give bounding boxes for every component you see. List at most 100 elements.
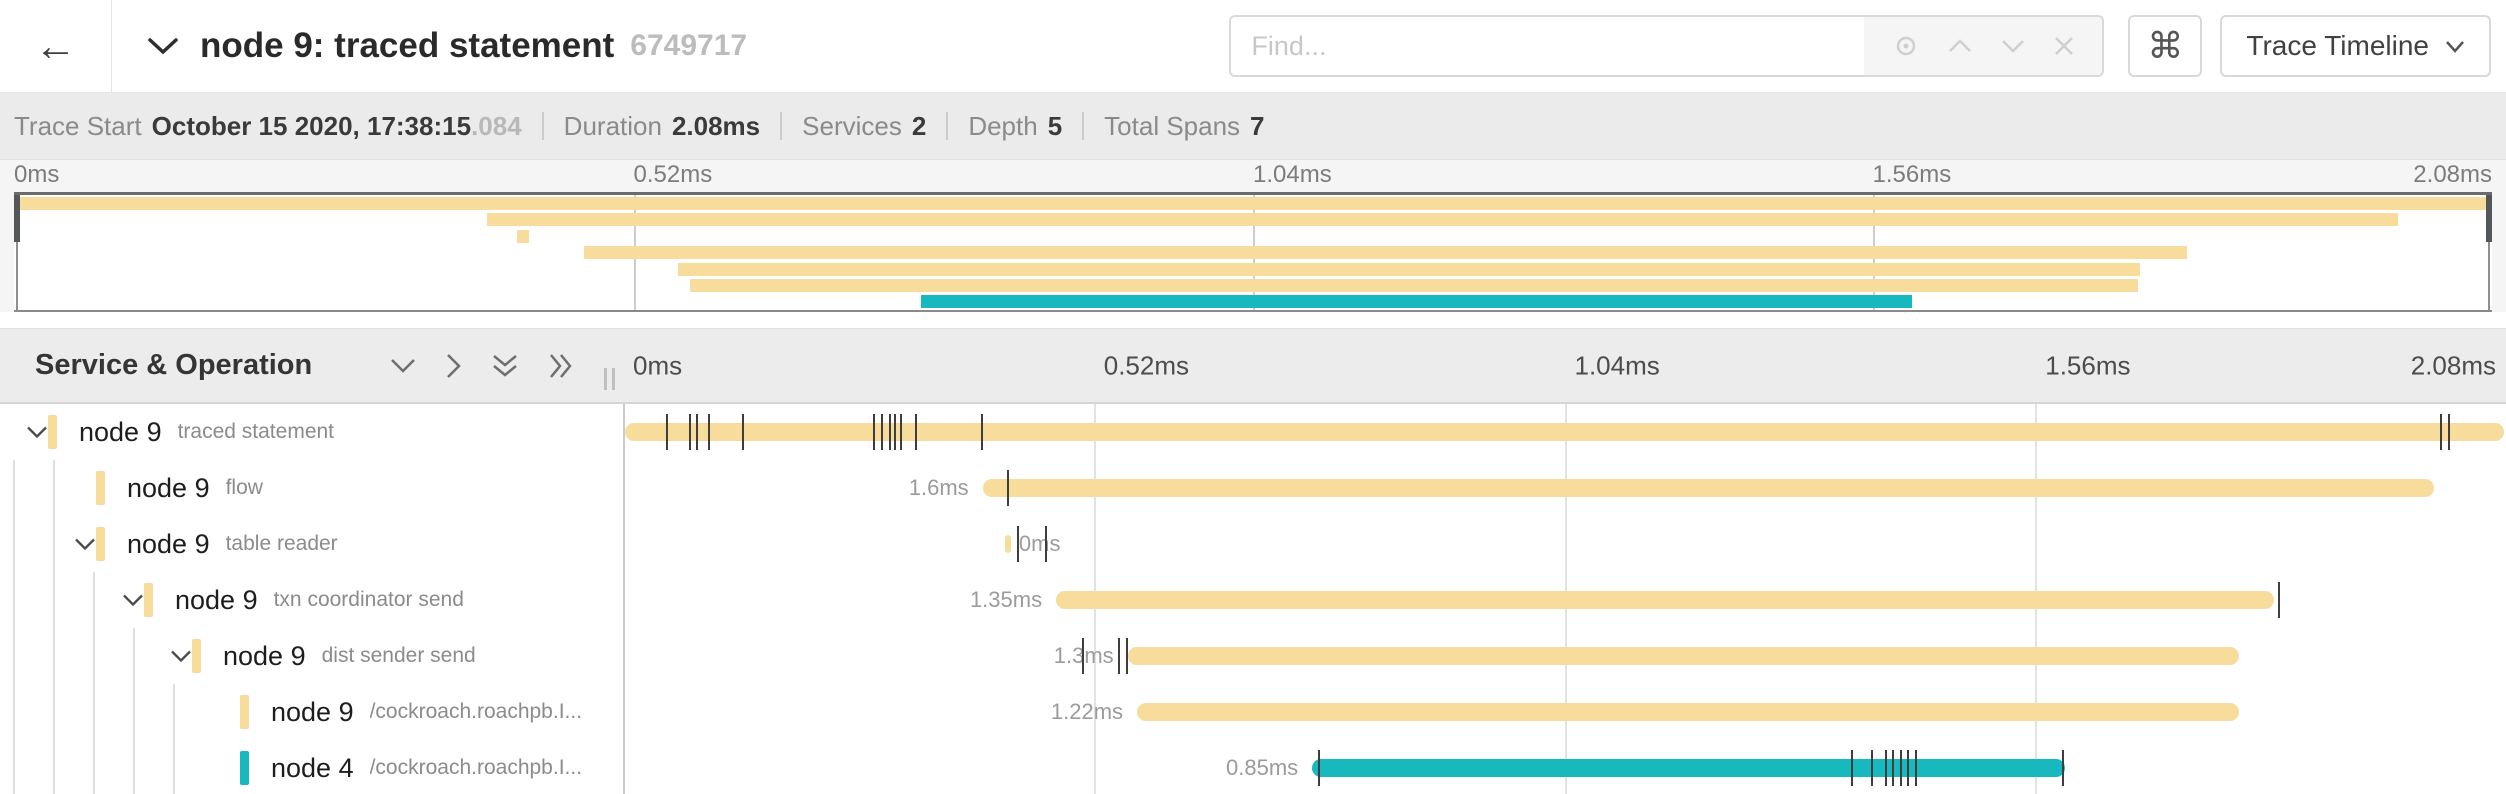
service-operation-header: Service & Operation bbox=[0, 329, 623, 402]
span-name-wrapper: node 9 table reader bbox=[96, 516, 623, 572]
span-log-marker bbox=[2278, 582, 2281, 618]
span-log-marker bbox=[1118, 638, 1121, 674]
trace-minimap: 0ms 0.52ms 1.04ms 1.56ms 2.08ms bbox=[0, 160, 2506, 312]
span-bar[interactable] bbox=[1137, 703, 2239, 721]
span-duration-label: 1.35ms bbox=[969, 587, 1043, 612]
collapse-all-icon[interactable] bbox=[491, 352, 519, 380]
service-color-chip bbox=[96, 471, 105, 505]
span-log-marker bbox=[888, 414, 891, 450]
row-expanded-chevron-icon[interactable] bbox=[169, 649, 193, 664]
minimap-tick-label: 0ms bbox=[14, 161, 60, 188]
span-timeline-cell: 1.6ms bbox=[623, 460, 2506, 516]
timeline-tick-label: 0.52ms bbox=[1103, 350, 1190, 380]
span-row: node 9 txn coordinator send 1.35ms bbox=[0, 572, 2506, 628]
expand-all-icon[interactable] bbox=[547, 352, 575, 380]
operation-name: flow bbox=[225, 476, 263, 499]
span-tree-cell[interactable]: node 9 traced statement bbox=[0, 404, 623, 460]
span-tree-cell[interactable]: node 9 dist sender send bbox=[0, 628, 623, 684]
tree-indent-guide bbox=[173, 740, 175, 794]
clear-search-icon[interactable] bbox=[2053, 35, 2075, 57]
service-operation-title: Service & Operation bbox=[35, 349, 313, 381]
span-name-wrapper: node 9 dist sender send bbox=[192, 628, 623, 684]
span-bar[interactable] bbox=[1005, 535, 1011, 553]
summary-item: Depth 5 bbox=[968, 111, 1062, 142]
span-bar[interactable] bbox=[1056, 591, 2275, 609]
span-tree-cell[interactable]: node 9/cockroach.roachpb.I... bbox=[0, 684, 623, 740]
service-name: node 9 bbox=[175, 584, 258, 615]
summary-separator bbox=[541, 112, 544, 140]
tree-indent-guide bbox=[13, 628, 15, 684]
tree-indent-guide bbox=[13, 516, 15, 572]
span-rows: node 9 traced statement node 9 flow 1.6ms nod… bbox=[0, 404, 2506, 794]
minimap-tick-label: 2.08ms bbox=[2413, 161, 2492, 188]
page-title: node 9: traced statement bbox=[200, 26, 615, 65]
trace-id: 6749717 bbox=[630, 29, 748, 62]
span-bar[interactable] bbox=[1127, 647, 2239, 665]
tree-indent-guide bbox=[93, 684, 95, 740]
span-timeline-cell: 0.85ms bbox=[623, 740, 2506, 794]
viewport-handle-right[interactable] bbox=[2486, 195, 2492, 242]
span-log-marker bbox=[899, 414, 902, 450]
tree-indent-guide bbox=[173, 684, 175, 740]
span-bar[interactable] bbox=[1312, 759, 2066, 777]
span-bar[interactable] bbox=[624, 423, 2505, 441]
chevron-down-icon bbox=[2446, 40, 2464, 53]
service-name: node 9 bbox=[223, 640, 306, 671]
span-tree-cell[interactable]: node 4/cockroach.roachpb.I... bbox=[0, 740, 623, 794]
viewport-handle-left[interactable] bbox=[14, 195, 20, 242]
find-input[interactable] bbox=[1231, 17, 1865, 75]
service-name: node 4 bbox=[271, 752, 354, 783]
timeline-axis: 0ms 0.52ms 1.04ms 1.56ms 2.08ms bbox=[623, 329, 2506, 402]
minimap-tick-label: 1.56ms bbox=[1872, 161, 1952, 188]
trace-summary-bar: Trace Start October 15 2020, 17:38:15.084… bbox=[0, 93, 2506, 160]
collapse-trace-chevron-icon[interactable] bbox=[146, 36, 180, 56]
service-color-chip bbox=[192, 639, 201, 673]
keyboard-shortcuts-button[interactable]: ⌘ bbox=[2128, 15, 2203, 77]
span-tree-cell[interactable]: node 9 txn coordinator send bbox=[0, 572, 623, 628]
back-button[interactable]: ← bbox=[0, 0, 112, 92]
summary-value: 5 bbox=[1047, 110, 1063, 141]
span-log-marker bbox=[688, 414, 691, 450]
row-expanded-chevron-icon[interactable] bbox=[25, 425, 49, 440]
summary-item: Duration 2.08ms bbox=[564, 111, 760, 142]
row-expanded-chevron-icon[interactable] bbox=[121, 593, 145, 608]
minimap-span-bar bbox=[920, 295, 1913, 309]
span-duration-label: 0ms bbox=[1018, 531, 1061, 556]
minimap-canvas[interactable] bbox=[14, 192, 2492, 312]
span-log-marker bbox=[2061, 750, 2064, 786]
summary-separator bbox=[1082, 112, 1085, 140]
tree-indent-guide bbox=[53, 628, 55, 684]
span-row: node 9/cockroach.roachpb.I... 1.22ms bbox=[0, 684, 2506, 740]
span-bar[interactable] bbox=[982, 479, 2435, 497]
collapse-one-icon[interactable] bbox=[389, 352, 417, 380]
expand-one-icon[interactable] bbox=[445, 352, 463, 380]
summary-item: Services 2 bbox=[802, 111, 926, 142]
viewport-edge-left bbox=[16, 195, 18, 310]
span-log-marker bbox=[914, 414, 917, 450]
timeline-tick-label: 2.08ms bbox=[2410, 350, 2496, 380]
locate-icon[interactable] bbox=[1892, 32, 1920, 60]
span-tree-cell[interactable]: node 9 table reader bbox=[0, 516, 623, 572]
view-selector-button[interactable]: Trace Timeline bbox=[2220, 15, 2491, 77]
summary-item: Trace Start October 15 2020, 17:38:15.084 bbox=[14, 111, 522, 142]
tree-indent-guide bbox=[93, 572, 95, 628]
span-tree-cell[interactable]: node 9 flow bbox=[0, 460, 623, 516]
span-name-wrapper: node 9 traced statement bbox=[48, 404, 623, 460]
next-match-icon[interactable] bbox=[2000, 38, 2026, 54]
summary-value-suffix: .084 bbox=[471, 110, 522, 141]
column-resize-handle[interactable] bbox=[604, 368, 615, 390]
span-duration-label: 0.85ms bbox=[1226, 755, 1299, 780]
tree-indent-guide bbox=[13, 740, 15, 794]
operation-name: txn coordinator send bbox=[273, 588, 464, 611]
minimap-tick-label: 0.52ms bbox=[633, 161, 713, 188]
row-expanded-chevron-icon[interactable] bbox=[73, 537, 97, 552]
service-name: node 9 bbox=[271, 696, 354, 727]
span-log-marker bbox=[696, 414, 699, 450]
service-name: node 9 bbox=[127, 472, 210, 503]
service-color-chip bbox=[96, 527, 105, 561]
tree-indent-guide bbox=[133, 684, 135, 740]
service-name: node 9 bbox=[127, 528, 210, 559]
tree-indent-guide bbox=[53, 460, 55, 516]
span-name-wrapper: node 9/cockroach.roachpb.I... bbox=[240, 684, 623, 740]
prev-match-icon[interactable] bbox=[1947, 38, 1973, 54]
